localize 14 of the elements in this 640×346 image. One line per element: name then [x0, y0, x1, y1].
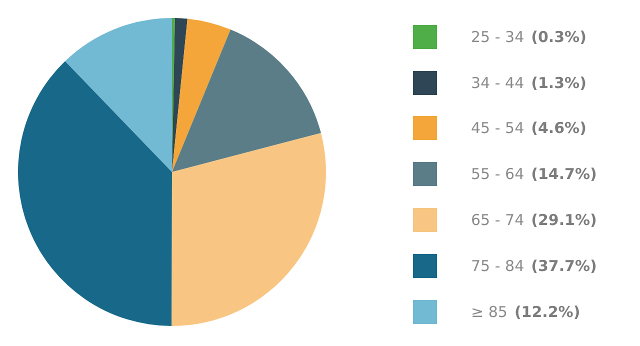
- data-label: (29.1%): [531, 211, 597, 230]
- data-label: (14.7%): [531, 165, 597, 184]
- data-label: (4.6%): [531, 119, 586, 138]
- legend-label: ≥ 85: [471, 302, 508, 321]
- data-label: (0.3%): [531, 28, 586, 46]
- legend-label: 45 - 54: [471, 119, 524, 138]
- legend-label: 25 - 34: [471, 28, 524, 46]
- legend-label: 75 - 84: [471, 256, 524, 275]
- legend-label: 65 - 74: [471, 211, 524, 230]
- data-label: (1.3%): [531, 74, 586, 92]
- legend-label: 34 - 44: [471, 74, 524, 92]
- legend-label: 55 - 64: [471, 165, 524, 184]
- data-label: (12.2%): [514, 302, 580, 321]
- data-label: (37.7%): [531, 256, 597, 275]
